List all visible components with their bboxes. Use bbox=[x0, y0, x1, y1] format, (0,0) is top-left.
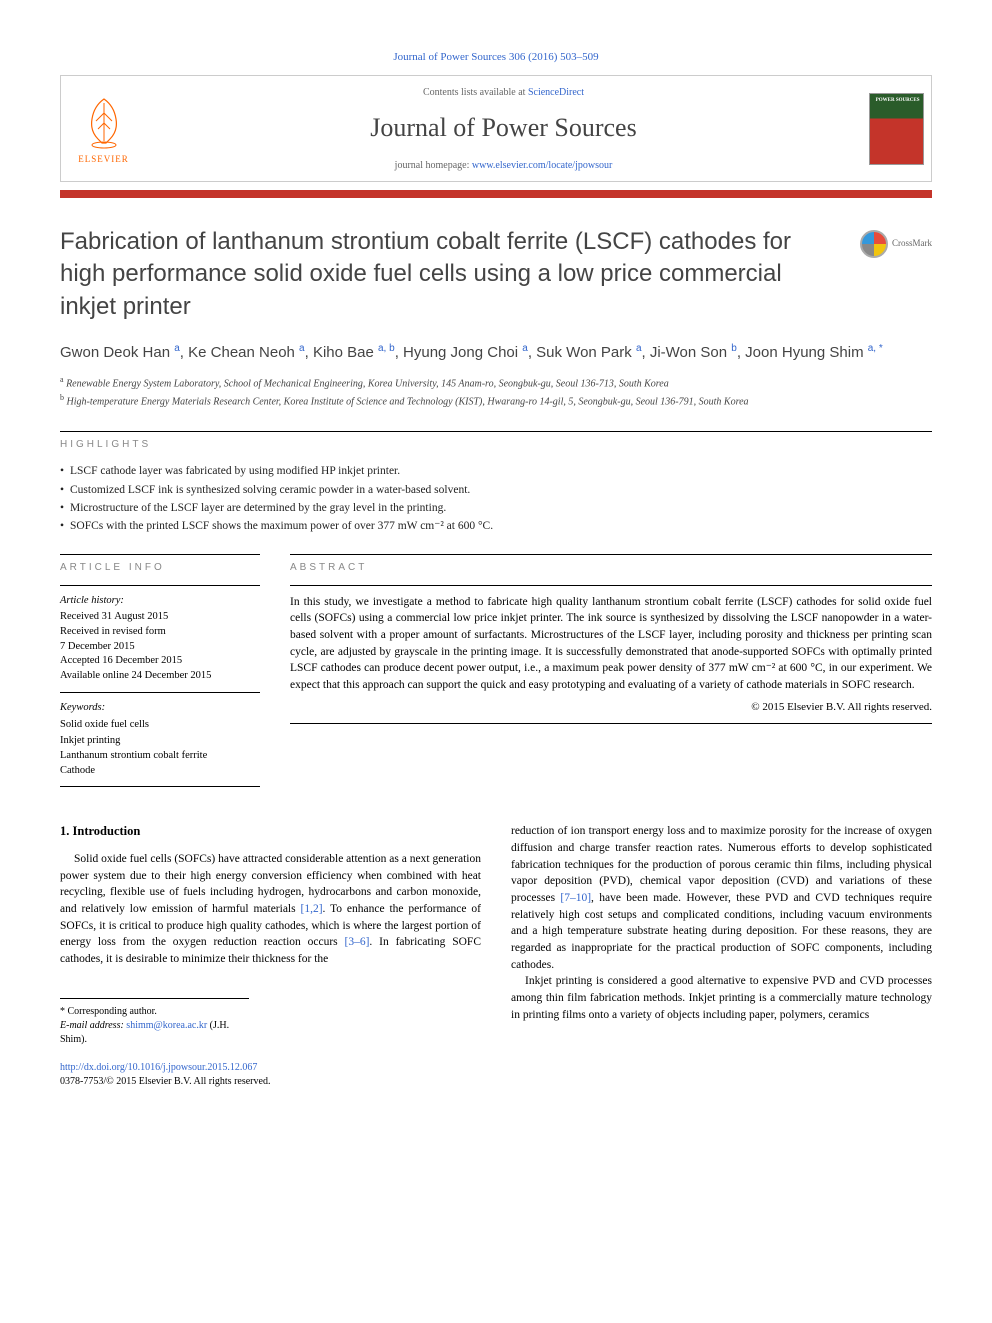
article-title: Fabrication of lanthanum strontium cobal… bbox=[60, 226, 840, 323]
journal-cover-thumbnail bbox=[861, 76, 931, 180]
journal-homepage-link[interactable]: www.elsevier.com/locate/jpowsour bbox=[472, 160, 612, 171]
section-heading-introduction: 1. Introduction bbox=[60, 823, 481, 841]
abstract-label: ABSTRACT bbox=[290, 561, 932, 575]
corresponding-email-link[interactable]: shimm@korea.ac.kr bbox=[126, 1020, 207, 1031]
body-text: 1. Introduction Solid oxide fuel cells (… bbox=[60, 823, 932, 1088]
elsevier-tree-icon bbox=[74, 91, 134, 151]
article-info-column: ARTICLE INFO Article history: Received 3… bbox=[60, 554, 260, 788]
corresponding-author-footer: * Corresponding author. E-mail address: … bbox=[60, 998, 249, 1047]
author-list: Gwon Deok Han a, Ke Chean Neoh a, Kiho B… bbox=[60, 341, 932, 365]
history-line: 7 December 2015 bbox=[60, 640, 260, 655]
affiliation-list: a Renewable Energy System Laboratory, Sc… bbox=[60, 374, 932, 409]
history-heading: Article history: bbox=[60, 594, 260, 609]
keyword-item: Inkjet printing bbox=[60, 733, 260, 748]
crossmark-icon bbox=[860, 230, 888, 258]
issn-copyright: 0378-7753/© 2015 Elsevier B.V. All right… bbox=[60, 1075, 481, 1089]
highlight-item: Microstructure of the LSCF layer are det… bbox=[60, 499, 932, 517]
keywords-block: Keywords: Solid oxide fuel cellsInkjet p… bbox=[60, 693, 260, 787]
abstract-column: ABSTRACT In this study, we investigate a… bbox=[290, 554, 932, 788]
highlight-item: LSCF cathode layer was fabricated by usi… bbox=[60, 462, 932, 480]
contents-available-line: Contents lists available at ScienceDirec… bbox=[146, 86, 861, 100]
doi-link[interactable]: http://dx.doi.org/10.1016/j.jpowsour.201… bbox=[60, 1062, 257, 1073]
doi-footer: http://dx.doi.org/10.1016/j.jpowsour.201… bbox=[60, 1061, 481, 1089]
keywords-heading: Keywords: bbox=[60, 701, 260, 716]
abstract-copyright: © 2015 Elsevier B.V. All rights reserved… bbox=[290, 700, 932, 715]
highlights-label: HIGHLIGHTS bbox=[60, 438, 932, 452]
email-label: E-mail address: bbox=[60, 1020, 126, 1031]
highlights-block: LSCF cathode layer was fabricated by usi… bbox=[60, 462, 932, 536]
journal-name: Journal of Power Sources bbox=[146, 110, 861, 146]
history-line: Available online 24 December 2015 bbox=[60, 669, 260, 684]
highlight-item: Customized LSCF ink is synthesized solvi… bbox=[60, 481, 932, 499]
journal-citation: Journal of Power Sources 306 (2016) 503–… bbox=[60, 50, 932, 65]
keyword-item: Cathode bbox=[60, 763, 260, 778]
journal-header: ELSEVIER Contents lists available at Sci… bbox=[60, 75, 932, 181]
intro-paragraph-2: Inkjet printing is considered a good alt… bbox=[511, 973, 932, 1023]
citation-link[interactable]: [1,2] bbox=[300, 903, 322, 915]
abstract-text: In this study, we investigate a method t… bbox=[290, 586, 932, 694]
publisher-name: ELSEVIER bbox=[78, 153, 129, 166]
citation-link[interactable]: [7–10] bbox=[560, 892, 591, 904]
journal-homepage-line: journal homepage: www.elsevier.com/locat… bbox=[146, 159, 861, 173]
citation-link[interactable]: [3–6] bbox=[345, 936, 370, 948]
history-line: Accepted 16 December 2015 bbox=[60, 654, 260, 669]
keyword-item: Solid oxide fuel cells bbox=[60, 717, 260, 732]
intro-paragraph-1: Solid oxide fuel cells (SOFCs) have attr… bbox=[60, 851, 481, 968]
crossmark-badge[interactable]: CrossMark bbox=[860, 226, 932, 258]
article-info-label: ARTICLE INFO bbox=[60, 561, 260, 575]
corresponding-label: * Corresponding author. bbox=[60, 1005, 249, 1019]
crossmark-label: CrossMark bbox=[892, 237, 932, 250]
accent-bar bbox=[60, 190, 932, 198]
intro-paragraph-1-cont: reduction of ion transport energy loss a… bbox=[511, 823, 932, 973]
history-line: Received in revised form bbox=[60, 625, 260, 640]
article-history: Article history: Received 31 August 2015… bbox=[60, 586, 260, 692]
history-line: Received 31 August 2015 bbox=[60, 610, 260, 625]
keyword-item: Lanthanum strontium cobalt ferrite bbox=[60, 748, 260, 763]
publisher-logo[interactable]: ELSEVIER bbox=[61, 76, 146, 180]
sciencedirect-link[interactable]: ScienceDirect bbox=[528, 87, 584, 98]
highlight-item: SOFCs with the printed LSCF shows the ma… bbox=[60, 517, 932, 535]
